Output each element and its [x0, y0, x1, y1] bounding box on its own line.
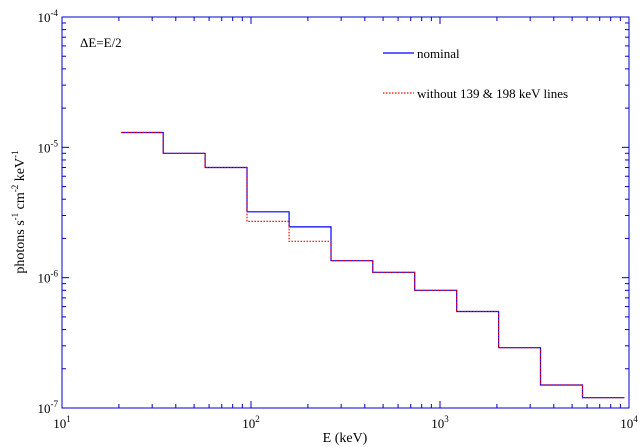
legend-label-without-lines: without 139 & 198 keV lines [417, 86, 568, 101]
legend-label-nominal: nominal [417, 46, 460, 61]
x-axis-label: E (keV) [323, 431, 368, 446]
axis-tick-labels: 101 102 103 104 10-7 10-6 10-5 10-4 [38, 8, 639, 431]
axis-ticks [62, 17, 629, 408]
x-tick-label: 104 [620, 414, 638, 431]
x-tick-label: 101 [53, 414, 71, 431]
x-tick-label: 102 [242, 414, 260, 431]
series-layer [121, 131, 625, 399]
x-tick-label: 103 [431, 414, 449, 431]
y-axis-label: photons s-1 cm-2 keV-1 [10, 150, 28, 273]
y-tick-label: 10-5 [38, 138, 59, 155]
y-tick-label: 10-4 [38, 8, 59, 25]
annotation-delta-e: ΔE=E/2 [80, 35, 122, 50]
y-tick-label: 10-6 [38, 269, 59, 286]
series-line-1 [121, 131, 625, 399]
plot-frame [61, 16, 630, 409]
y-tick-label: 10-7 [38, 399, 59, 416]
legend: nominal without 139 & 198 keV lines [383, 46, 568, 101]
